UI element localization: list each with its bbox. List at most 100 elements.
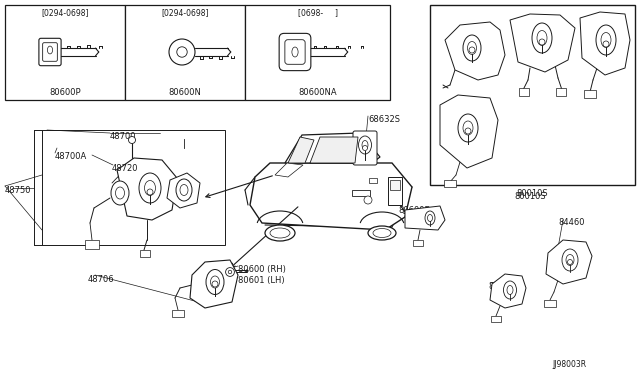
Bar [390, 180, 400, 190]
Polygon shape [440, 95, 498, 168]
Polygon shape [288, 137, 314, 163]
FancyBboxPatch shape [279, 33, 311, 71]
Circle shape [226, 267, 234, 276]
Text: [0294-0698]: [0294-0698] [41, 8, 89, 17]
Polygon shape [310, 137, 358, 163]
Ellipse shape [358, 136, 371, 154]
Bar [125, 5, 245, 100]
Ellipse shape [373, 228, 391, 237]
Ellipse shape [425, 211, 435, 225]
Bar [369, 178, 377, 183]
Text: 48700A: 48700A [55, 152, 87, 161]
Circle shape [177, 47, 187, 57]
Text: 80600P: 80600P [49, 88, 81, 97]
Ellipse shape [145, 180, 156, 196]
Circle shape [147, 189, 153, 195]
Polygon shape [490, 274, 526, 308]
Ellipse shape [176, 179, 192, 201]
Bar [388, 177, 402, 205]
Circle shape [469, 47, 475, 53]
Circle shape [169, 39, 195, 65]
Text: 80010S: 80010S [514, 192, 546, 201]
Ellipse shape [601, 32, 611, 48]
Text: 48750: 48750 [5, 186, 31, 195]
Ellipse shape [532, 23, 552, 53]
Text: JJ98003R: JJ98003R [552, 360, 586, 369]
Ellipse shape [458, 114, 478, 142]
FancyBboxPatch shape [353, 131, 377, 165]
Ellipse shape [292, 47, 298, 57]
Ellipse shape [562, 249, 578, 271]
Polygon shape [445, 22, 505, 80]
Bar [140, 250, 150, 257]
Ellipse shape [467, 42, 477, 55]
Bar [85, 240, 99, 249]
Text: 80600NA: 80600NA [298, 88, 337, 97]
Polygon shape [250, 163, 412, 230]
Text: 80601 (LH): 80601 (LH) [238, 276, 285, 285]
Text: 80010S: 80010S [516, 189, 548, 198]
Ellipse shape [428, 215, 433, 221]
Text: 80600E: 80600E [398, 206, 429, 215]
Text: 80600 (RH): 80600 (RH) [238, 265, 286, 274]
Polygon shape [275, 163, 303, 177]
Ellipse shape [139, 173, 161, 203]
Ellipse shape [180, 185, 188, 196]
Text: 68632S: 68632S [368, 115, 400, 124]
Bar [430, 5, 635, 185]
Text: [0294-0698]: [0294-0698] [161, 8, 209, 17]
Ellipse shape [463, 121, 473, 135]
Ellipse shape [507, 285, 513, 295]
Circle shape [212, 281, 218, 287]
Ellipse shape [211, 276, 220, 288]
Circle shape [603, 41, 609, 47]
Text: 48700: 48700 [110, 132, 136, 141]
Polygon shape [190, 260, 238, 308]
Bar [352, 190, 370, 196]
Bar [172, 310, 184, 317]
Text: 48720: 48720 [112, 164, 138, 173]
Ellipse shape [596, 25, 616, 55]
FancyBboxPatch shape [39, 38, 61, 66]
Circle shape [129, 137, 136, 144]
Bar [584, 90, 596, 98]
Text: 84460: 84460 [558, 218, 584, 227]
Ellipse shape [47, 46, 52, 54]
Bar [245, 5, 390, 100]
FancyBboxPatch shape [285, 40, 305, 64]
Polygon shape [510, 14, 575, 72]
Text: 80600N: 80600N [168, 88, 202, 97]
Ellipse shape [206, 269, 224, 295]
Ellipse shape [537, 31, 547, 45]
Ellipse shape [368, 226, 396, 240]
Text: [0698-     ]: [0698- ] [298, 8, 337, 17]
Ellipse shape [463, 35, 481, 61]
Circle shape [364, 196, 372, 204]
Text: 84665M: 84665M [488, 282, 522, 291]
Ellipse shape [504, 281, 516, 299]
Bar [5, 5, 125, 100]
Circle shape [539, 39, 545, 45]
Bar [42, 130, 225, 245]
Ellipse shape [111, 181, 129, 205]
Polygon shape [546, 240, 592, 284]
Polygon shape [117, 158, 177, 220]
Circle shape [568, 260, 573, 264]
Bar [491, 316, 501, 322]
Ellipse shape [265, 225, 295, 241]
Polygon shape [167, 173, 200, 208]
Polygon shape [580, 12, 630, 75]
Ellipse shape [270, 228, 290, 238]
Ellipse shape [115, 187, 125, 199]
Circle shape [465, 128, 471, 134]
Ellipse shape [362, 141, 368, 150]
Text: 48706: 48706 [88, 275, 115, 284]
Polygon shape [285, 133, 380, 163]
Circle shape [362, 145, 367, 151]
Bar [413, 240, 423, 246]
Polygon shape [405, 206, 445, 230]
Bar [556, 88, 566, 96]
Circle shape [228, 270, 232, 274]
Bar [444, 180, 456, 187]
Ellipse shape [566, 254, 574, 266]
